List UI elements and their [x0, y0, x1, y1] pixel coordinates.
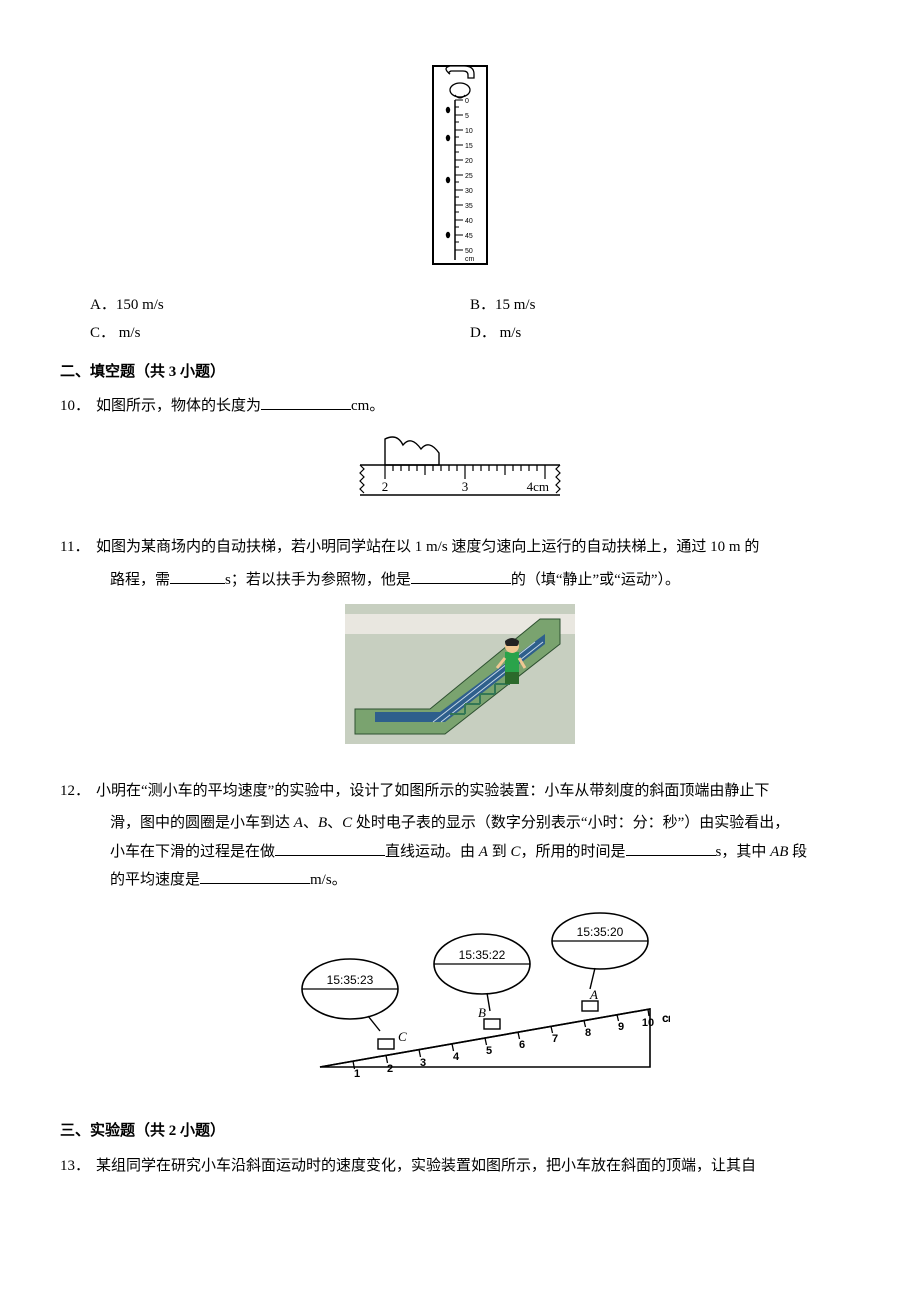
water-drop-figure: 0 5 10 15 20 25 30 35 40 45 50 cm [60, 60, 860, 281]
q12: 12．小明在“测小车的平均速度”的实验中，设计了如图所示的实验装置：小车从带刻度… [60, 777, 860, 806]
svg-text:5: 5 [486, 1045, 492, 1057]
q11-l2a: 路程，需 [110, 572, 170, 588]
q12-ital-c2: C [510, 844, 520, 860]
svg-text:4: 4 [453, 1051, 460, 1063]
q12-ital-ab: AB [770, 844, 788, 860]
q13-text: 某组同学在研究小车沿斜面运动时的速度变化，实验装置如图所示，把小车放在斜面的顶端… [96, 1158, 756, 1174]
q13: 13．某组同学在研究小车沿斜面运动时的速度变化，实验装置如图所示，把小车放在斜面… [60, 1152, 860, 1181]
q12-blank3 [200, 867, 310, 885]
q12-p1: 小明在“测小车的平均速度”的实验中，设计了如图所示的实验装置：小车从带刻度的斜面… [96, 783, 769, 799]
water-ruler-unit: cm [465, 256, 475, 263]
q12-p4a: 的平均速度是 [110, 872, 200, 888]
svg-text:3: 3 [462, 479, 469, 494]
svg-text:8: 8 [585, 1027, 591, 1039]
q9-options-row2: C． m/s D． m/s [90, 319, 860, 348]
svg-text:0: 0 [465, 98, 469, 105]
q9-option-c: C． m/s [90, 319, 470, 348]
q9-option-a: A．150 m/s [90, 291, 470, 320]
q12-p3e: s，其中 [716, 844, 771, 860]
q10-blank [261, 393, 351, 411]
q12-p3a: 小车在下滑的过程是在做 [110, 844, 275, 860]
q12-p3d: ，所用的时间是 [520, 844, 625, 860]
section2-heading: 二、填空题（共 3 小题） [60, 358, 860, 387]
q12-blank2 [626, 838, 716, 856]
q11-l2b: s；若以扶手为参照物，他是 [225, 572, 411, 588]
q9-option-d: D． m/s [470, 319, 770, 348]
q12-p4: 的平均速度是 m/s。 [110, 866, 860, 895]
q12-p3b: 直线运动。由 [385, 844, 479, 860]
clock-b-time: 15:35:22 [459, 948, 506, 962]
q12-num: 12． [60, 777, 96, 806]
section3-heading: 三、实验题（共 2 小题） [60, 1117, 860, 1146]
svg-text:15: 15 [465, 143, 473, 150]
q13-num: 13． [60, 1152, 96, 1181]
q12-ital-a2: A [479, 844, 488, 860]
svg-text:A: A [589, 987, 598, 1002]
svg-text:45: 45 [465, 233, 473, 240]
svg-text:6: 6 [519, 1039, 525, 1051]
svg-text:5: 5 [465, 113, 469, 120]
svg-text:B: B [478, 1005, 486, 1020]
q10-num: 10． [60, 392, 96, 421]
q11-line2: 路程，需 s；若以扶手为参照物，他是 的（填“静止”或“运动”）。 [110, 566, 860, 595]
escalator-svg [345, 604, 575, 744]
svg-text:25: 25 [465, 173, 473, 180]
q11-num: 11． [60, 533, 96, 562]
q10-pre: 如图所示，物体的长度为 [96, 398, 261, 414]
svg-text:2: 2 [382, 479, 389, 494]
svg-text:40: 40 [465, 218, 473, 225]
svg-text:1: 1 [354, 1068, 360, 1079]
svg-text:20: 20 [465, 158, 473, 165]
q12-p2b: 处时电子表的显示（数字分别表示“小时：分：秒”）由实验看出， [352, 815, 789, 831]
q12-p3c: 到 [488, 844, 511, 860]
water-drop-svg: 0 5 10 15 20 25 30 35 40 45 50 cm [425, 60, 495, 270]
clock-a-time: 15:35:20 [577, 925, 624, 939]
q12-p2: 滑，图中的圆圈是小车到达 A、B、C 处时电子表的显示（数字分别表示“小时：分：… [110, 809, 860, 838]
svg-text:10: 10 [642, 1017, 654, 1029]
svg-text:30: 30 [465, 188, 473, 195]
q12-blank1 [275, 838, 385, 856]
svg-text:cm: cm [662, 1011, 670, 1025]
q12-ital-b: B [318, 815, 327, 831]
q11-blank1 [170, 566, 225, 584]
q12-p3: 小车在下滑的过程是在做 直线运动。由 A 到 C，所用的时间是 s，其中 AB 段 [110, 838, 860, 867]
q10: 10．如图所示，物体的长度为 cm。 [60, 392, 860, 421]
incline-figure: 15:35:23 15:35:22 15:35:20 [60, 909, 860, 1090]
svg-text:35: 35 [465, 203, 473, 210]
ruler-figure: 2 3 4cm [60, 431, 860, 512]
q12-p3f: 段 [788, 844, 807, 860]
svg-text:9: 9 [618, 1021, 624, 1033]
svg-text:7: 7 [552, 1033, 558, 1045]
svg-text:3: 3 [420, 1057, 426, 1069]
svg-text:2: 2 [387, 1063, 393, 1075]
svg-text:4cm: 4cm [527, 479, 549, 494]
q10-post: cm。 [351, 398, 384, 414]
q9-options-row1: A．150 m/s B．15 m/s [90, 291, 860, 320]
svg-text:10: 10 [465, 128, 473, 135]
ruler-svg: 2 3 4cm [355, 431, 565, 501]
q11-blank2 [411, 566, 511, 584]
q11-l2c: 的（填“静止”或“运动”）。 [511, 572, 680, 588]
q11-line1: 如图为某商场内的自动扶梯，若小明同学站在以 1 m/s 速度匀速向上运行的自动扶… [96, 539, 759, 555]
incline-svg: 15:35:23 15:35:22 15:35:20 [250, 909, 670, 1079]
svg-text:C: C [398, 1029, 407, 1044]
q12-p4b: m/s。 [310, 872, 347, 888]
escalator-figure [60, 604, 860, 755]
q11: 11．如图为某商场内的自动扶梯，若小明同学站在以 1 m/s 速度匀速向上运行的… [60, 533, 860, 562]
q12-ital-c: C [342, 815, 352, 831]
q9-option-b: B．15 m/s [470, 291, 770, 320]
clock-c-time: 15:35:23 [327, 973, 374, 987]
q12-p2a: 滑，图中的圆圈是小车到达 [110, 815, 294, 831]
svg-text:50: 50 [465, 248, 473, 255]
q12-ital-a: A [294, 815, 303, 831]
